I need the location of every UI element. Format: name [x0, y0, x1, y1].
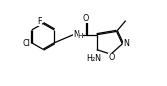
Text: Cl: Cl — [23, 39, 30, 48]
Text: O: O — [83, 14, 89, 23]
Text: H₂N: H₂N — [86, 54, 101, 63]
Text: N: N — [73, 30, 79, 39]
Text: N: N — [123, 39, 129, 48]
Text: O: O — [108, 53, 115, 62]
Text: H: H — [78, 33, 83, 39]
Text: F: F — [37, 17, 42, 26]
